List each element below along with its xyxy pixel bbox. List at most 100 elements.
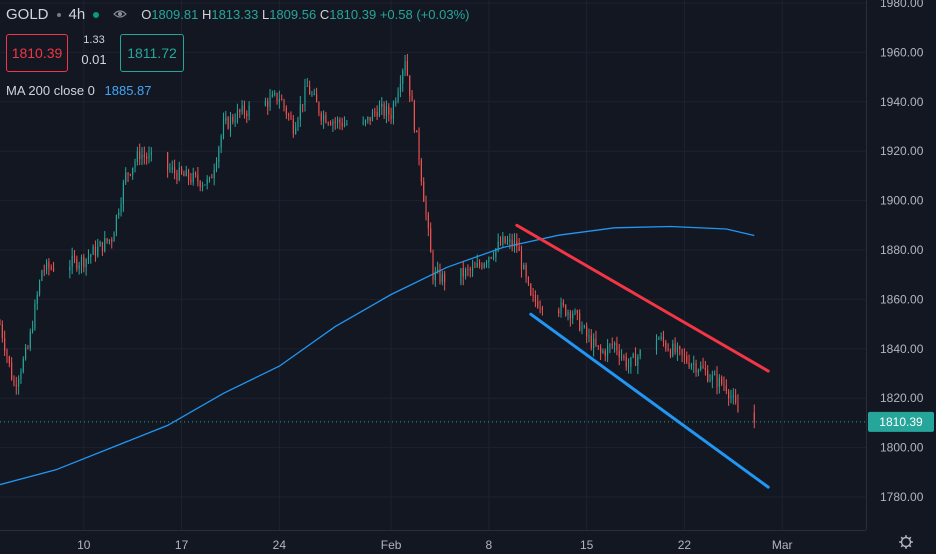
- candle-body: [513, 240, 516, 247]
- candle-body: [80, 256, 83, 266]
- candle-body: [409, 75, 411, 96]
- candle-body: [115, 215, 117, 233]
- candle-body: [660, 336, 662, 339]
- gear-icon[interactable]: [899, 535, 913, 549]
- candle-body: [437, 269, 439, 272]
- y-tick-label: 1820.00: [880, 391, 924, 405]
- x-tick-label: 17: [175, 538, 189, 552]
- candle-body: [218, 147, 220, 162]
- indicator-legend[interactable]: MA 200 close 0 1885.87: [6, 83, 152, 98]
- candle-body: [6, 350, 8, 357]
- y-tick-label: 1960.00: [880, 45, 924, 59]
- candle-body: [395, 101, 397, 104]
- candle-body: [686, 356, 688, 363]
- candle-body: [632, 354, 634, 358]
- candle-body: [87, 256, 90, 259]
- candle-body: [511, 239, 513, 247]
- candle-body: [76, 258, 78, 269]
- candle-body: [478, 263, 481, 266]
- spread-bottom: 0.01: [81, 52, 107, 67]
- candle-body: [236, 109, 239, 122]
- candle-body: [723, 383, 725, 386]
- candle-body: [462, 268, 464, 277]
- candle-body: [71, 255, 73, 267]
- candle-body: [662, 336, 665, 342]
- candle-body: [188, 170, 190, 180]
- candle-body: [190, 179, 192, 183]
- candle-body: [658, 338, 660, 340]
- candle-body: [339, 119, 341, 123]
- open-value: 1809.81: [151, 7, 199, 22]
- candle-body: [136, 151, 138, 162]
- y-tick-label: 1880.00: [880, 243, 924, 257]
- candle-body: [625, 356, 627, 368]
- candle-body: [332, 121, 334, 125]
- sell-button[interactable]: 1810.39: [6, 34, 68, 72]
- candle-body: [25, 347, 27, 359]
- candle-body: [411, 95, 413, 102]
- y-tick-label: 1860.00: [880, 292, 924, 306]
- candle-body: [120, 203, 122, 213]
- candle-body: [700, 365, 702, 370]
- interval-label[interactable]: 4h: [68, 6, 86, 23]
- support-trendline: [529, 312, 770, 489]
- candle-body: [506, 241, 509, 244]
- candle-body: [600, 347, 602, 353]
- candle-body: [199, 181, 201, 187]
- gear-tooth: [908, 544, 912, 548]
- ma-200-polyline: [0, 225, 755, 486]
- candle-body: [406, 61, 408, 76]
- candle-body: [481, 265, 483, 268]
- candle-body: [213, 169, 215, 178]
- candle-body: [616, 342, 618, 351]
- candle-body: [439, 269, 441, 282]
- candle-body: [676, 346, 678, 353]
- candle-body: [597, 345, 599, 348]
- trendlines[interactable]: [515, 223, 770, 489]
- gear-tooth: [900, 544, 904, 548]
- candle-body: [392, 103, 394, 120]
- candle-body: [735, 395, 737, 403]
- ohlc-values: O1809.81 H1813.33 L1809.56 C1810.39 +0.5…: [141, 7, 469, 22]
- candle-body: [29, 331, 31, 349]
- candle-body: [225, 117, 227, 121]
- candle-body: [15, 384, 17, 387]
- candle-body: [127, 172, 129, 175]
- candle-body: [483, 263, 485, 268]
- high-value: 1813.33: [211, 7, 259, 22]
- candle-body: [309, 85, 311, 95]
- candle-body: [525, 265, 527, 278]
- candle-body: [4, 338, 6, 351]
- candle-body: [104, 238, 106, 252]
- candle-body: [206, 179, 208, 185]
- candle-body: [669, 350, 672, 356]
- low-key: L: [261, 7, 270, 22]
- candle-body: [634, 354, 637, 366]
- candle-body: [241, 105, 243, 112]
- candle-body: [52, 268, 55, 271]
- candle-body: [101, 242, 103, 252]
- candle-body: [39, 280, 41, 295]
- indicator-label: MA 200 close 0: [6, 83, 95, 98]
- candle-body: [36, 294, 38, 304]
- buy-button[interactable]: 1811.72: [120, 34, 184, 72]
- candle-body: [346, 123, 348, 125]
- candle-body: [637, 356, 639, 366]
- candle-body: [34, 303, 36, 329]
- candle-body: [725, 385, 727, 392]
- candle-body: [178, 167, 180, 181]
- close-value: 1810.39: [329, 7, 377, 22]
- candle-body: [290, 115, 292, 120]
- candle-body: [488, 257, 490, 263]
- candle-body: [192, 172, 194, 183]
- candle-body: [460, 268, 462, 283]
- candle-body: [362, 122, 364, 124]
- candle-body: [288, 114, 290, 116]
- candle-body: [327, 122, 329, 124]
- candle-body: [753, 412, 755, 423]
- symbol-label[interactable]: GOLD: [6, 6, 49, 23]
- eye-icon[interactable]: [113, 8, 128, 22]
- candle-body: [693, 363, 695, 365]
- candle-body: [313, 93, 315, 95]
